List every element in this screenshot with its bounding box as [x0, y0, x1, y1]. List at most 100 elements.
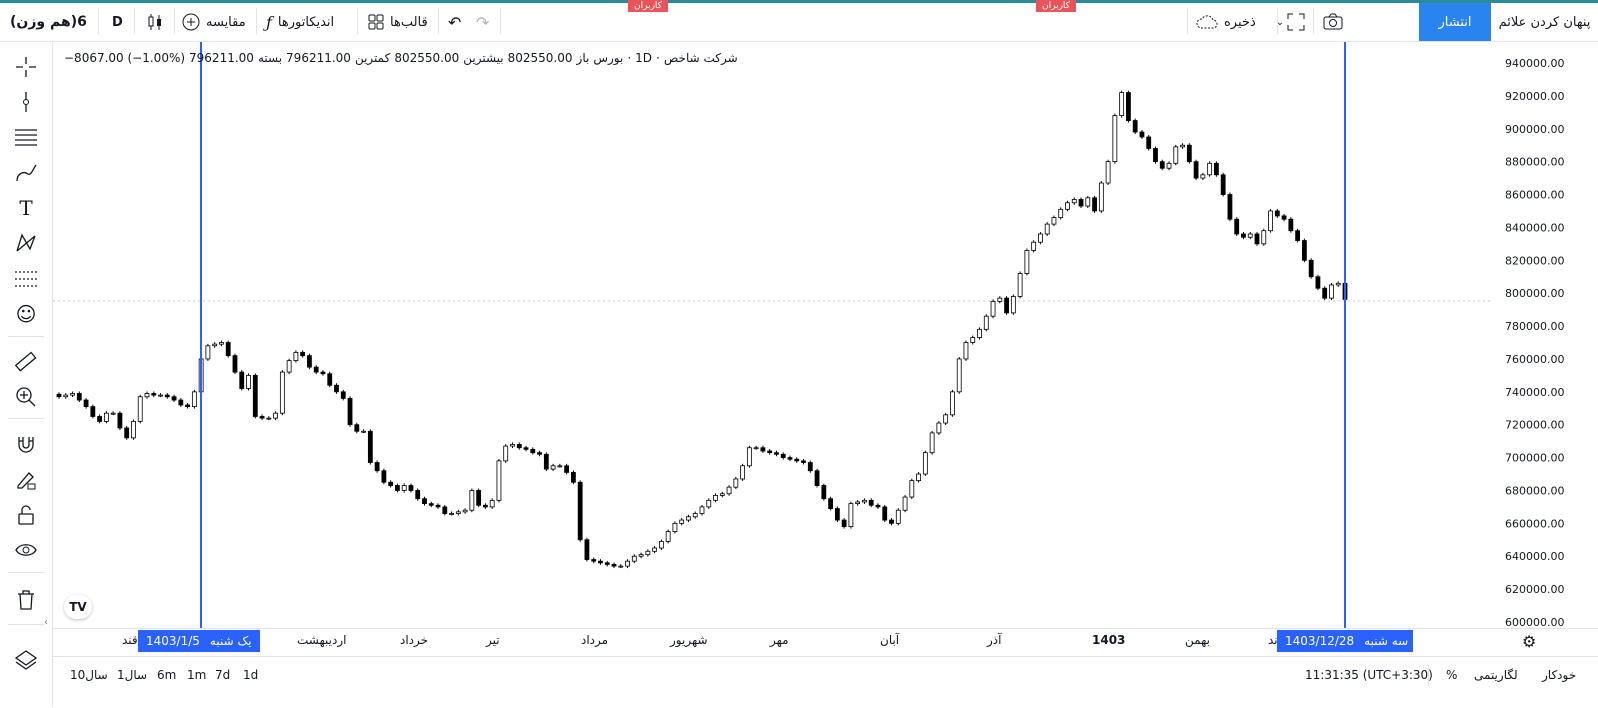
hide-marks-button[interactable]: پنهان کردن علائم [1491, 3, 1598, 41]
range-start-tag[interactable]: 1403/1/5 یک شنبه [138, 630, 260, 652]
price-chart[interactable]: 940000.00 920000.00 900000.00 880000.00 8600… [53, 42, 1598, 628]
ruler-icon[interactable] [13, 349, 39, 375]
candle-body [855, 501, 861, 505]
candle-body [983, 315, 989, 330]
candle-body [151, 393, 157, 396]
candle-body [83, 399, 89, 408]
magnet-icon[interactable] [13, 432, 39, 458]
compare-button[interactable]: مقایسه [182, 3, 246, 41]
candle-body [428, 503, 434, 506]
snapshot-button[interactable] [1323, 3, 1343, 41]
candle-body [1193, 161, 1199, 179]
text-tool-icon[interactable]: T [19, 196, 33, 220]
brush-icon[interactable] [13, 160, 39, 186]
candle-body [530, 448, 536, 454]
promo-label: کاربران [634, 1, 662, 11]
candle-body [489, 499, 495, 508]
candle-body [422, 498, 427, 505]
range-button[interactable]: 1m [187, 668, 207, 682]
price-tick-label: 640000.00 [1505, 550, 1565, 563]
candle-body [279, 371, 285, 414]
tradingview-logo[interactable]: TV [64, 595, 92, 619]
candle-body [1098, 182, 1104, 212]
collapse-toolbar-icon[interactable]: ‹ [44, 617, 48, 628]
candle-body [1335, 282, 1341, 286]
divider [357, 8, 358, 34]
range-button[interactable]: 10سال [70, 668, 108, 682]
pattern-icon[interactable] [13, 230, 39, 256]
percent-toggle[interactable]: % [1446, 668, 1457, 682]
templates-label: قالب‌ها [390, 14, 428, 30]
templates-button[interactable]: قالب‌ها [368, 3, 428, 41]
candle-body [929, 432, 935, 454]
time-axis[interactable] [53, 628, 1598, 656]
layers-icon[interactable] [13, 647, 39, 673]
range-button[interactable]: 6m [157, 668, 177, 682]
log-toggle[interactable]: لگاریتمی [1474, 668, 1518, 682]
trend-line-icon[interactable] [13, 89, 39, 115]
candle-body [848, 503, 854, 528]
auto-toggle[interactable]: خودکار [1542, 668, 1576, 682]
fullscreen-icon [1287, 13, 1305, 31]
range-end-tag[interactable]: 1403/12/28 سه شنبه [1277, 630, 1413, 652]
candle-body [1017, 273, 1023, 297]
interval-button[interactable]: D [112, 3, 123, 41]
indicators-button[interactable]: ƒ اندیکاتورها [266, 3, 334, 41]
divider [500, 8, 501, 34]
save-button[interactable]: ذخیره ⌄ [1196, 3, 1284, 41]
fib-lines-icon[interactable] [13, 124, 39, 150]
candle-body [719, 493, 725, 496]
candle-body [185, 404, 191, 408]
publish-button[interactable]: انتشار [1419, 3, 1491, 41]
range-button[interactable]: 7d [215, 668, 231, 682]
divider [134, 8, 135, 34]
unlock-icon[interactable] [13, 502, 39, 528]
eye-icon[interactable] [13, 537, 39, 563]
crosshair-icon[interactable] [13, 54, 39, 80]
candle-body [1281, 215, 1287, 220]
candle-body [943, 414, 949, 424]
candle-body [922, 452, 928, 475]
plus-circle-icon [182, 13, 200, 31]
clock[interactable]: 11:31:35 (UTC+3:30) [1305, 668, 1433, 682]
settings-gear-icon[interactable]: ⚙ [1522, 632, 1537, 651]
candle-body [1146, 136, 1152, 149]
undo-button[interactable]: ↶ [448, 3, 461, 41]
candle-body [327, 373, 333, 386]
candle-body [977, 328, 982, 338]
legend-interval: 1D [635, 51, 653, 65]
lock-drawing-icon[interactable] [13, 467, 39, 493]
candle-body [408, 485, 414, 491]
candle-body [97, 416, 103, 422]
candle-body [658, 541, 664, 549]
time-tick-label: تیر [486, 633, 500, 647]
promo-badge[interactable]: کاربران [1036, 0, 1076, 12]
chart-type-button[interactable] [146, 3, 164, 41]
redo-button[interactable]: ↷ [476, 3, 489, 41]
zoom-in-icon[interactable] [13, 384, 39, 410]
emoji-icon[interactable]: ☺ [15, 302, 37, 326]
price-tick-label: 860000.00 [1505, 189, 1565, 202]
promo-badge[interactable]: کاربران [628, 0, 668, 12]
candle-body [374, 462, 380, 472]
divider [98, 8, 99, 34]
candle-body [361, 430, 366, 433]
range-button[interactable]: 1d [243, 668, 259, 682]
candle-body [1247, 233, 1253, 238]
range-button[interactable]: 1سال [117, 668, 148, 682]
fullscreen-button[interactable] [1287, 3, 1305, 41]
divider [1187, 8, 1188, 34]
undo-icon: ↶ [448, 12, 462, 32]
prediction-icon[interactable] [13, 266, 39, 292]
trash-icon[interactable] [13, 587, 39, 613]
time-tick-label: خرداد [400, 633, 429, 647]
candle-body [821, 485, 827, 500]
candle-body [936, 422, 942, 434]
top-toolbar [0, 0, 1598, 42]
candle-body [259, 416, 265, 419]
candle-body [780, 453, 786, 458]
candle-body [110, 412, 116, 415]
symbol-search[interactable]: (هم وزن)6 [10, 3, 87, 41]
divider [1277, 8, 1278, 34]
promo-label: کاربران [1042, 1, 1070, 11]
